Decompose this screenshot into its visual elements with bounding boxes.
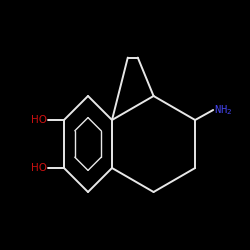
Text: HO: HO xyxy=(31,163,47,173)
Text: HO: HO xyxy=(31,115,47,125)
Text: NH$_2$: NH$_2$ xyxy=(214,103,233,117)
